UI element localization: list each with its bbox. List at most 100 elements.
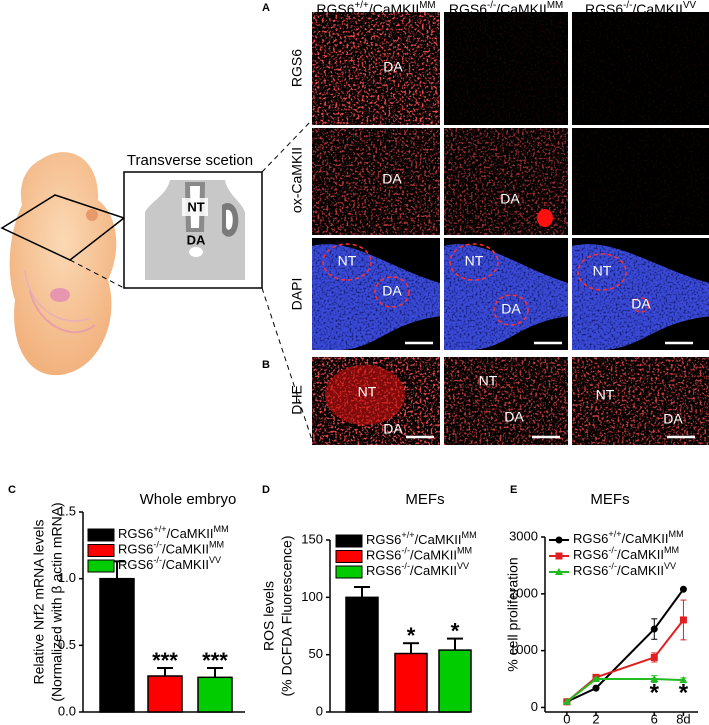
y-axis-label: (Normalized with β actin mRNA) [49, 502, 65, 701]
fluorescence [444, 12, 568, 125]
y-tick-label: 0 [531, 699, 538, 714]
legend-label: RGS6-/-/CaMKIIVV [366, 561, 470, 578]
legend-label: RGS6+/+/CaMKIIMM [573, 529, 684, 546]
x-tick-label: 0 [563, 711, 570, 725]
image-label: DA [383, 59, 403, 75]
image-label: NT [358, 384, 377, 400]
legend-label: RGS6-/-/CaMKIIVV [118, 555, 222, 572]
region-outline [322, 243, 372, 281]
x-tick-label: 6 [651, 711, 658, 725]
connector [261, 119, 313, 173]
column-header: RGS6-/-/CaMKIIVV [585, 0, 696, 17]
embryo-schematic [0, 152, 126, 376]
y-tick-label: 1000 [509, 642, 538, 657]
significance: * [407, 623, 416, 648]
panel-label: C [8, 484, 16, 496]
row-label: ox-CaMKII [289, 147, 305, 213]
significance: * [451, 618, 460, 643]
marker [592, 684, 600, 692]
fluorescence [537, 209, 553, 227]
image-label: NT [479, 373, 498, 389]
schematic-title: Transverse scetion [127, 152, 253, 169]
row-label: RGS6 [289, 49, 305, 87]
region-outline [374, 276, 410, 308]
marker [679, 616, 687, 624]
fluorescence [312, 12, 440, 125]
y-tick-label: 150 [301, 531, 323, 546]
image-label: NT [596, 387, 615, 403]
row-label: DAPI [289, 278, 305, 311]
bar [147, 675, 183, 713]
image-label: DA [501, 301, 521, 317]
marker [679, 676, 688, 684]
y-axis-label: % cell proliferation [505, 557, 521, 671]
bar [438, 649, 472, 713]
x-tick-label: 8d [676, 711, 690, 725]
legend-swatch [87, 544, 115, 557]
fluorescence [572, 12, 709, 125]
legend-label: RGS6+/+/CaMKIIMM [366, 530, 477, 547]
row-label: DHE [289, 385, 305, 415]
legend-label: RGS6-/-/CaMKIIMM [118, 540, 224, 557]
fluorescence [572, 357, 709, 445]
image-label: DA [382, 171, 402, 187]
y-tick-label: 3000 [509, 528, 538, 543]
fluorescence [444, 357, 568, 445]
y-tick-label: 50 [309, 646, 323, 661]
marker [650, 675, 659, 683]
region-outline [632, 297, 650, 313]
tissue-stain [572, 244, 709, 350]
bar [197, 676, 233, 713]
column-header: RGS6+/+/CaMKIIMM [316, 0, 435, 17]
image-label: NT [593, 263, 612, 279]
connector [69, 259, 125, 289]
significance: * [650, 679, 660, 706]
chart-title: Whole embryo [140, 491, 237, 508]
panel-label: B [262, 359, 270, 371]
image-label: DA [663, 411, 683, 427]
significance: *** [202, 648, 228, 673]
y-axis-label: Relative Nrf2 mRNA levels [31, 520, 47, 685]
column-header: RGS6-/-/CaMKIIMM [449, 0, 563, 17]
image-label: NT [465, 253, 484, 269]
micrographs: DADADANTDANTDANTDANTDANTDANTDARGS6+/+/Ca… [8, 0, 709, 496]
bar [394, 652, 428, 713]
marker [650, 653, 658, 661]
fluorescence [325, 365, 405, 425]
marker [650, 625, 658, 633]
schematic-label: NT [187, 199, 204, 214]
line [566, 588, 685, 703]
y-axis-label: ROS levels [261, 581, 277, 651]
y-tick-label: 2000 [509, 585, 538, 600]
legend-swatch [335, 565, 363, 579]
fluorescence [572, 128, 709, 235]
line [566, 678, 684, 703]
legend-swatch [335, 534, 363, 548]
chart-title: MEFs [590, 491, 629, 508]
chart-title: MEFs [405, 491, 444, 508]
image-label: DA [631, 296, 651, 312]
panel-label: A [262, 2, 270, 14]
bar [345, 596, 379, 713]
legend-swatch [87, 559, 115, 573]
charts: 0.0 0.5 1.0 1.5 Whole embryo Relative Nrf2 mR… [31, 491, 698, 725]
panel-label: D [262, 484, 270, 496]
legend-label: RGS6+/+/CaMKIIMM [118, 524, 229, 541]
region-outline [493, 294, 529, 326]
legend-marker [555, 568, 563, 575]
y-tick-label: 0 [316, 703, 323, 718]
tissue-stain [444, 244, 568, 350]
x-tick-label: 2 [592, 711, 599, 725]
region-outline [577, 253, 627, 291]
legend-label: RGS6-/-/CaMKIIMM [366, 546, 472, 563]
panel-label: E [510, 484, 517, 496]
marker [679, 585, 687, 593]
image-label: NT [338, 253, 357, 269]
legend-marker [555, 552, 563, 560]
region-outline [449, 243, 499, 281]
legend-label: RGS6-/-/CaMKIIMM [573, 545, 679, 562]
y-axis-label: (% DCFDA Fluorescence) [279, 535, 295, 696]
marker [592, 675, 600, 683]
y-tick-label: 0.0 [58, 703, 76, 718]
